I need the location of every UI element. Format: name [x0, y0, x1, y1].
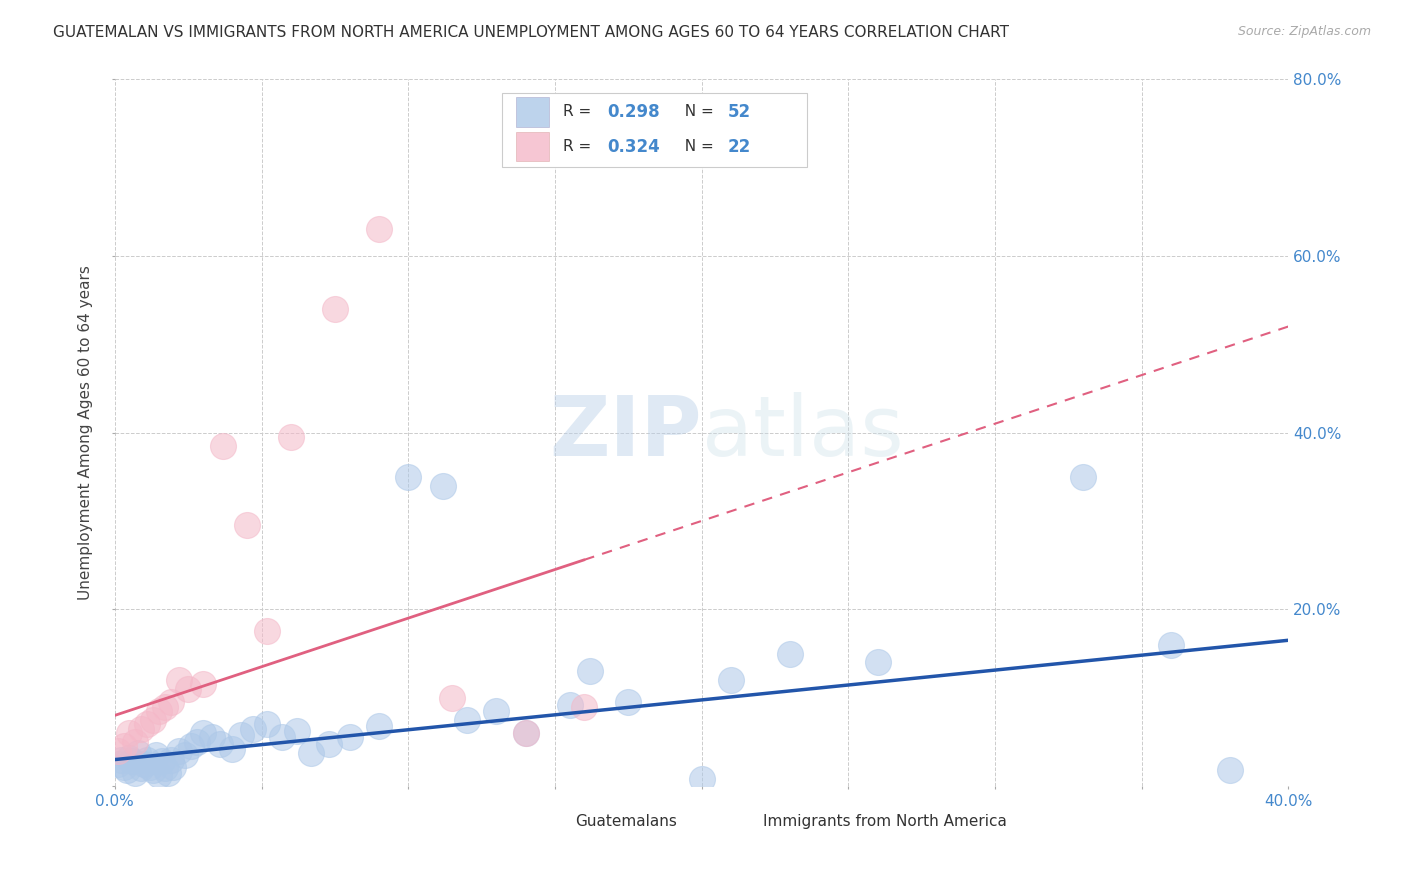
Point: [515, 726, 537, 740]
Text: Immigrants from North America: Immigrants from North America: [762, 814, 1007, 829]
Point: [118, 726, 141, 740]
Text: 52: 52: [727, 103, 751, 120]
Point: [396, 469, 419, 483]
Point: [159, 753, 181, 767]
Point: [169, 744, 191, 758]
Point: [129, 722, 152, 736]
Point: [367, 222, 389, 236]
Point: [136, 717, 159, 731]
Text: Source: ZipAtlas.com: Source: ZipAtlas.com: [1237, 25, 1371, 38]
Point: [169, 673, 191, 687]
Point: [127, 746, 149, 760]
Point: [145, 748, 167, 763]
Point: [153, 761, 176, 775]
Point: [177, 681, 200, 696]
Point: [134, 757, 156, 772]
Point: [558, 698, 581, 712]
Point: [720, 673, 742, 687]
Point: [162, 759, 184, 773]
Point: [515, 726, 537, 740]
Point: [148, 768, 170, 782]
Point: [432, 478, 454, 492]
Point: [456, 713, 478, 727]
Point: [256, 717, 278, 731]
Point: [201, 731, 224, 745]
Point: [271, 731, 294, 745]
Point: [866, 656, 889, 670]
Point: [129, 761, 152, 775]
Point: [153, 699, 176, 714]
Point: [256, 624, 278, 639]
Point: [617, 695, 640, 709]
Point: [191, 677, 214, 691]
Point: [367, 719, 389, 733]
Point: [339, 731, 361, 745]
Point: [186, 735, 208, 749]
Point: [485, 704, 508, 718]
Point: [118, 751, 141, 765]
Point: [323, 301, 346, 316]
Point: [229, 728, 252, 742]
Point: [110, 753, 132, 767]
Point: [209, 737, 232, 751]
Text: 0.298: 0.298: [607, 103, 661, 120]
Point: [242, 722, 264, 736]
Bar: [516, 132, 548, 161]
Point: [124, 735, 146, 749]
Point: [142, 763, 165, 777]
Point: [121, 755, 143, 769]
Point: [779, 647, 801, 661]
Point: [174, 748, 197, 763]
Point: [318, 737, 340, 751]
Text: N =: N =: [675, 104, 718, 120]
Point: [1219, 763, 1241, 777]
Point: [156, 765, 179, 780]
Point: [150, 755, 173, 769]
Point: [159, 695, 181, 709]
Text: N =: N =: [675, 139, 718, 154]
Text: 0.324: 0.324: [607, 137, 661, 155]
Bar: [720, 811, 748, 832]
Bar: [516, 97, 548, 127]
Text: GUATEMALAN VS IMMIGRANTS FROM NORTH AMERICA UNEMPLOYMENT AMONG AGES 60 TO 64 YEA: GUATEMALAN VS IMMIGRANTS FROM NORTH AMER…: [53, 25, 1010, 40]
Point: [212, 439, 235, 453]
Point: [148, 704, 170, 718]
Point: [221, 742, 243, 756]
Point: [136, 753, 159, 767]
Point: [441, 690, 464, 705]
Point: [285, 724, 308, 739]
Point: [180, 739, 202, 754]
Point: [1071, 469, 1094, 483]
Point: [115, 763, 138, 777]
Bar: [531, 811, 561, 832]
Y-axis label: Unemployment Among Ages 60 to 64 years: Unemployment Among Ages 60 to 64 years: [79, 265, 93, 600]
Point: [139, 759, 162, 773]
Text: Guatemalans: Guatemalans: [575, 814, 676, 829]
Point: [579, 664, 602, 678]
Point: [124, 765, 146, 780]
Point: [690, 772, 713, 786]
Point: [112, 739, 135, 754]
Text: R =: R =: [564, 104, 596, 120]
Point: [299, 746, 322, 760]
Point: [236, 518, 259, 533]
Text: 22: 22: [727, 137, 751, 155]
Text: ZIP: ZIP: [550, 392, 702, 473]
FancyBboxPatch shape: [502, 93, 807, 168]
Point: [280, 430, 302, 444]
Point: [1160, 638, 1182, 652]
Point: [574, 699, 596, 714]
Point: [107, 744, 129, 758]
Text: R =: R =: [564, 139, 596, 154]
Point: [142, 713, 165, 727]
Point: [107, 757, 129, 772]
Text: atlas: atlas: [702, 392, 904, 473]
Point: [112, 759, 135, 773]
Point: [191, 726, 214, 740]
